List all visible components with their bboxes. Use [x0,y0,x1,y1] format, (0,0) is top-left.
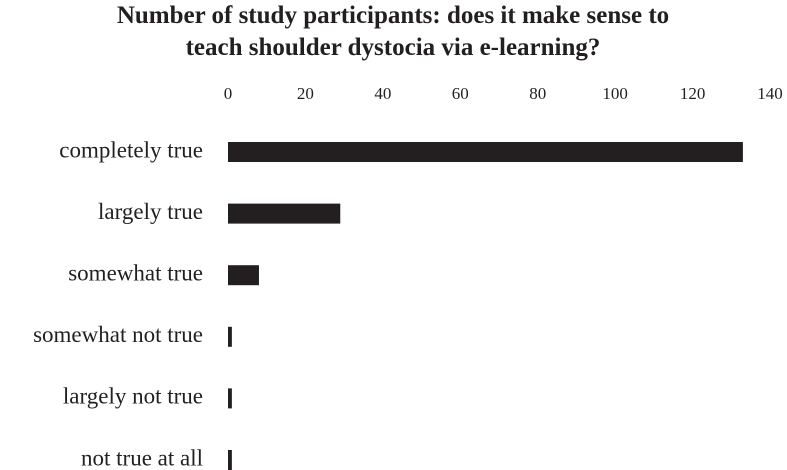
y-tick-label: completely true [59,137,203,162]
bar [228,142,743,162]
x-tick-label: 20 [297,84,314,103]
y-tick-label: somewhat true [68,260,203,285]
y-tick-label: somewhat not true [33,322,203,347]
x-tick-label: 0 [224,84,233,103]
x-tick-label: 140 [757,84,783,103]
x-tick-label: 60 [452,84,469,103]
bar [228,326,232,347]
bar [228,203,341,224]
x-tick-label: 40 [374,84,391,103]
y-tick-label: largely true [98,199,203,224]
bar [228,388,232,409]
x-tick-label: 100 [602,84,628,103]
bar [228,450,232,470]
bar [228,265,259,286]
x-tick-label: 120 [680,84,706,103]
chart-title: Number of study participants: does it ma… [116,2,670,61]
x-tick-label: 80 [529,84,546,103]
y-tick-label: largely not true [63,384,203,409]
y-tick-label: not true at all [81,445,203,470]
